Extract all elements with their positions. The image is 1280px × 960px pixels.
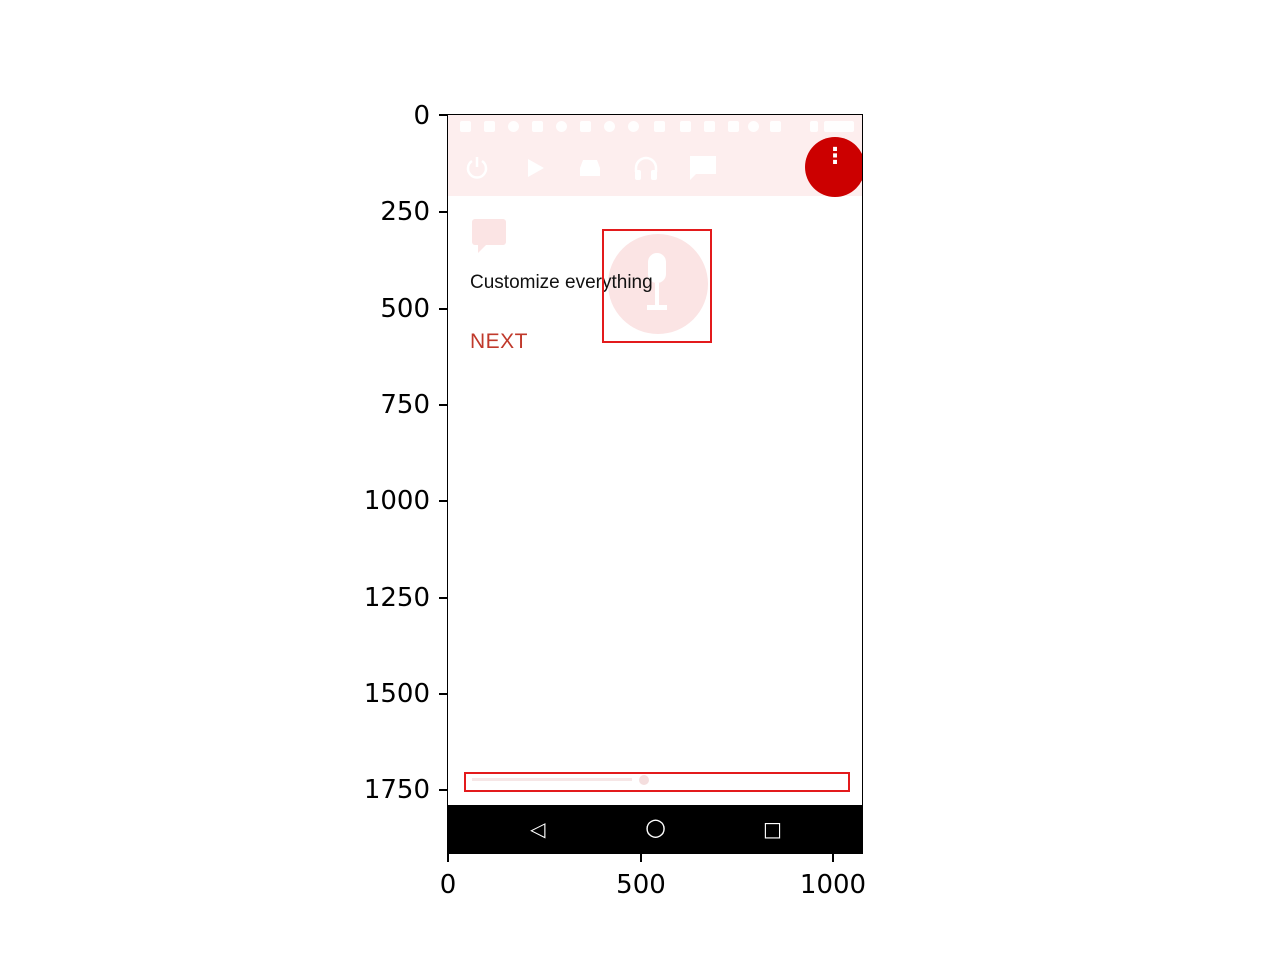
home-icon[interactable]: ○	[645, 813, 666, 841]
y-tick-label: 0	[413, 101, 430, 131]
notification-icon	[604, 121, 615, 132]
y-tick-label: 1500	[363, 679, 430, 709]
y-tick	[439, 789, 447, 791]
x-tick-label: 1000	[799, 870, 867, 900]
notification-icon	[508, 121, 519, 132]
toolbar	[448, 139, 862, 196]
y-tick-label: 250	[380, 197, 430, 227]
battery-icon	[810, 121, 818, 132]
y-tick-label: 1750	[363, 775, 430, 805]
highlight-box	[464, 772, 850, 792]
x-tick-label: 0	[439, 870, 457, 900]
highlight-box	[602, 229, 712, 343]
y-tick	[439, 211, 447, 213]
x-tick	[447, 854, 449, 862]
notification-icon	[556, 121, 567, 132]
x-tick-label: 500	[616, 870, 666, 900]
car-icon[interactable]	[576, 156, 604, 180]
y-tick	[439, 597, 447, 599]
progress-track	[472, 778, 632, 781]
notification-icon	[748, 121, 759, 132]
overflow-menu-button[interactable]: ⋮	[805, 137, 862, 197]
y-tick	[439, 693, 447, 695]
status-bar	[448, 115, 862, 139]
notification-icon	[532, 121, 543, 132]
notification-icon	[654, 121, 665, 132]
notification-icon	[704, 121, 715, 132]
notification-icon	[460, 121, 471, 132]
progress-indicator	[639, 775, 649, 785]
recents-icon[interactable]: □	[763, 817, 782, 841]
clock-icon	[824, 121, 854, 132]
navigation-bar: ◁ ○ □	[448, 805, 862, 853]
play-icon[interactable]	[524, 157, 546, 179]
onboarding-headline: Customize everything	[470, 272, 653, 293]
y-tick-label: 1000	[363, 486, 430, 516]
notification-icon	[728, 121, 739, 132]
y-tick	[439, 308, 447, 310]
notification-icon	[628, 121, 639, 132]
chat-bubble-icon	[472, 219, 506, 253]
y-tick	[439, 404, 447, 406]
microphone-icon	[647, 253, 667, 310]
x-tick	[640, 854, 642, 862]
message-icon[interactable]	[688, 154, 718, 182]
y-tick-label: 1250	[363, 583, 430, 613]
screenshot-frame: ⋮ Customize everything NEXT ◁ ○ □	[447, 114, 863, 854]
more-vert-icon: ⋮	[824, 144, 846, 169]
back-icon[interactable]: ◁	[530, 817, 546, 841]
power-icon[interactable]	[464, 155, 490, 181]
next-button[interactable]: NEXT	[470, 330, 529, 353]
notification-icon	[580, 121, 591, 132]
notification-icon	[680, 121, 691, 132]
x-tick	[832, 854, 834, 862]
notification-icon	[484, 121, 495, 132]
y-tick-label: 500	[380, 294, 430, 324]
y-tick	[439, 500, 447, 502]
y-tick-label: 750	[380, 390, 430, 420]
y-tick	[439, 114, 447, 116]
wifi-icon	[770, 121, 781, 132]
headphones-icon[interactable]	[632, 154, 660, 182]
